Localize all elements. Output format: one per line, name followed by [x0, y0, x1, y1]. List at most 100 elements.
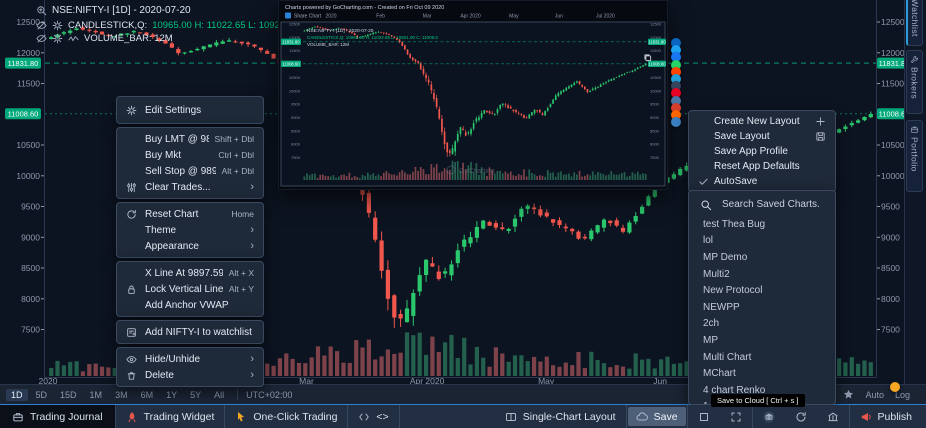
main-price-chart[interactable]: 12500 12500 12000 12000 11500 11500 10500 10500… — [0, 0, 926, 385]
refresh-button[interactable] — [785, 405, 817, 428]
menu-item-reset-app-defaults[interactable]: Reset App Defaults — [689, 159, 835, 174]
volume-settings-gear-icon[interactable] — [52, 33, 63, 44]
share-whatsapp-icon[interactable] — [671, 59, 681, 70]
series-settings-gear-icon[interactable] — [52, 20, 63, 31]
svg-text:11500: 11500 — [289, 48, 301, 53]
sidebar-tab-brokers[interactable]: Brokers — [906, 50, 923, 114]
saved-chart-item-multi-chart[interactable]: Multi Chart — [703, 351, 752, 363]
saved-chart-item-test-thea-bug[interactable]: test Thea Bug — [703, 218, 766, 230]
trading-widget-button[interactable]: Trading Widget — [116, 405, 225, 428]
range-1d-button[interactable]: 1D — [6, 388, 28, 401]
publish-button[interactable]: Publish — [850, 405, 922, 428]
hide-series-icon[interactable] — [36, 20, 47, 31]
context-menu-section: Reset Chart Home Theme › Appearance › — [116, 202, 264, 258]
saved-chart-item-multi2[interactable]: Multi2 — [703, 268, 730, 280]
menu-item-lock-vertical-line[interactable]: Lock Vertical Line Alt + Y — [117, 281, 263, 297]
menu-item-delete[interactable]: Delete › — [117, 367, 263, 383]
svg-text:May: May — [538, 376, 555, 385]
share-gmail-icon[interactable] — [671, 102, 681, 113]
share-twitter-icon[interactable] — [671, 45, 681, 56]
svg-text:8000: 8000 — [881, 294, 900, 304]
range-5y-button[interactable]: 5Y — [190, 389, 202, 400]
chevron-right-icon: › — [250, 240, 254, 252]
log-scale-label[interactable]: Log — [894, 389, 910, 400]
auto-scale-label[interactable]: Auto — [865, 389, 884, 400]
menu-item-save-layout[interactable]: Save Layout — [689, 129, 835, 144]
one-click-trading-button[interactable]: One-Click Trading — [225, 405, 347, 428]
sliders-icon — [126, 182, 145, 193]
menu-item-autosave[interactable]: AutoSave — [689, 174, 835, 189]
-button[interactable]: <> — [348, 405, 398, 428]
share-linkedin-icon[interactable] — [671, 38, 681, 48]
trading-journal-button[interactable]: Trading Journal — [0, 405, 115, 428]
svg-text:11831.80: 11831.80 — [648, 39, 666, 44]
status-dot[interactable] — [890, 382, 900, 392]
toolbar-divider — [224, 405, 226, 428]
sidebar-tab-label: Watchlist — [910, 0, 920, 37]
svg-text:10000: 10000 — [16, 171, 40, 181]
menu-item-label: Lock Vertical Line — [145, 283, 223, 295]
menu-item-x-line-at-9897-59[interactable]: X Line At 9897.59 Alt + X — [117, 265, 263, 281]
saved-chart-item-new-protocol[interactable]: New Protocol — [703, 285, 763, 297]
menu-item-edit-settings[interactable]: Edit Settings — [117, 100, 263, 120]
share-telegram-icon[interactable] — [671, 74, 681, 84]
sidebar-tab-portfolio[interactable]: Portfolio — [906, 120, 923, 192]
save-button[interactable]: Save — [627, 407, 686, 426]
saved-chart-item-mp[interactable]: MP — [703, 334, 718, 346]
saved-chart-item-2ch[interactable]: 2ch — [703, 318, 720, 330]
menu-item-add-nifty-i-to-watchlist[interactable]: Add NIFTY-I to watchlist — [117, 324, 263, 340]
range-6m-button[interactable]: 6M — [140, 389, 154, 400]
range-1m-button[interactable]: 1M — [89, 389, 103, 400]
share-pinterest-icon[interactable] — [671, 88, 681, 99]
menu-item-appearance[interactable]: Appearance › — [117, 238, 263, 254]
menu-item-clear-trades[interactable]: Clear Trades... › — [117, 179, 263, 195]
menu-item-save-app-profile[interactable]: Save App Profile — [689, 144, 835, 159]
expand-button[interactable] — [720, 405, 752, 428]
range-1y-button[interactable]: 1Y — [166, 389, 178, 400]
share-vk-icon[interactable] — [671, 95, 681, 106]
menu-item-create-new-layout[interactable]: Create New Layout — [689, 114, 835, 129]
menu-item-theme[interactable]: Theme › — [117, 222, 263, 238]
range-15d-button[interactable]: 15D — [60, 389, 77, 400]
share-facebook-icon[interactable] — [671, 52, 681, 63]
saved-chart-item-4-chart-renko[interactable]: 4 chart Renko — [703, 384, 766, 396]
range-all-button[interactable]: All — [214, 389, 225, 400]
menu-item-buy-lmt-9897-59[interactable]: Buy LMT @ 9897.59 Shift + Dbl — [117, 131, 263, 147]
svg-text:10000: 10000 — [650, 88, 662, 93]
hide-volume-icon[interactable] — [36, 33, 47, 44]
share-email-icon[interactable] — [671, 117, 681, 128]
menu-item-add-anchor-vwap[interactable]: Add Anchor VWAP — [117, 297, 263, 313]
menu-item-hide-unhide[interactable]: Hide/Unhide › — [117, 351, 263, 367]
menu-item-buy-mkt[interactable]: Buy Mkt Ctrl + Dbl — [117, 147, 263, 163]
chevron-right-icon: › — [250, 181, 254, 193]
toolbar-divider — [848, 405, 850, 428]
share-reddit-icon[interactable] — [671, 66, 681, 77]
zoom-search-icon[interactable] — [36, 5, 47, 16]
single-chart-layout-button[interactable]: Single-Chart Layout — [495, 405, 626, 428]
expand-icon — [730, 411, 742, 423]
range-3m-button[interactable]: 3M — [115, 389, 128, 400]
saved-charts-search-input[interactable] — [720, 198, 832, 211]
sidebar-tab-watchlist[interactable]: Watchlist — [906, 0, 923, 46]
saved-chart-item-newpp[interactable]: NEWPP — [703, 301, 740, 313]
context-menu-section: Add NIFTY-I to watchlist — [116, 320, 264, 344]
menu-item-sell-stop-9897-59[interactable]: Sell Stop @ 9897.59 Alt + Dbl — [117, 163, 263, 179]
menu-item-reset-chart[interactable]: Reset Chart Home — [117, 206, 263, 222]
timezone-label[interactable]: UTC+02:00 — [246, 389, 293, 400]
svg-text:7500: 7500 — [21, 325, 40, 335]
bottom-toolbar-left: Trading Journal Trading Widget One-Click T… — [0, 405, 400, 428]
saved-chart-item-lol[interactable]: lol — [703, 235, 714, 247]
share-hackernews-icon[interactable] — [671, 110, 681, 120]
share-chart-popup[interactable]: Charts powered by GoCharting.com - Creat… — [278, 0, 668, 190]
saved-chart-item-mchart[interactable]: MChart — [703, 368, 736, 380]
svg-text:Jun: Jun — [653, 376, 667, 385]
share-tumblr-icon[interactable] — [671, 81, 681, 92]
bank-button[interactable] — [817, 405, 849, 428]
volume-label: VOLUME_BAR: 12M — [84, 33, 173, 44]
favorite-star-icon[interactable] — [843, 389, 854, 400]
camera-button[interactable] — [753, 405, 785, 428]
square-button[interactable] — [688, 405, 720, 428]
range-5d-button[interactable]: 5D — [35, 389, 48, 400]
saved-chart-item-mp-demo[interactable]: MP Demo — [703, 251, 748, 263]
